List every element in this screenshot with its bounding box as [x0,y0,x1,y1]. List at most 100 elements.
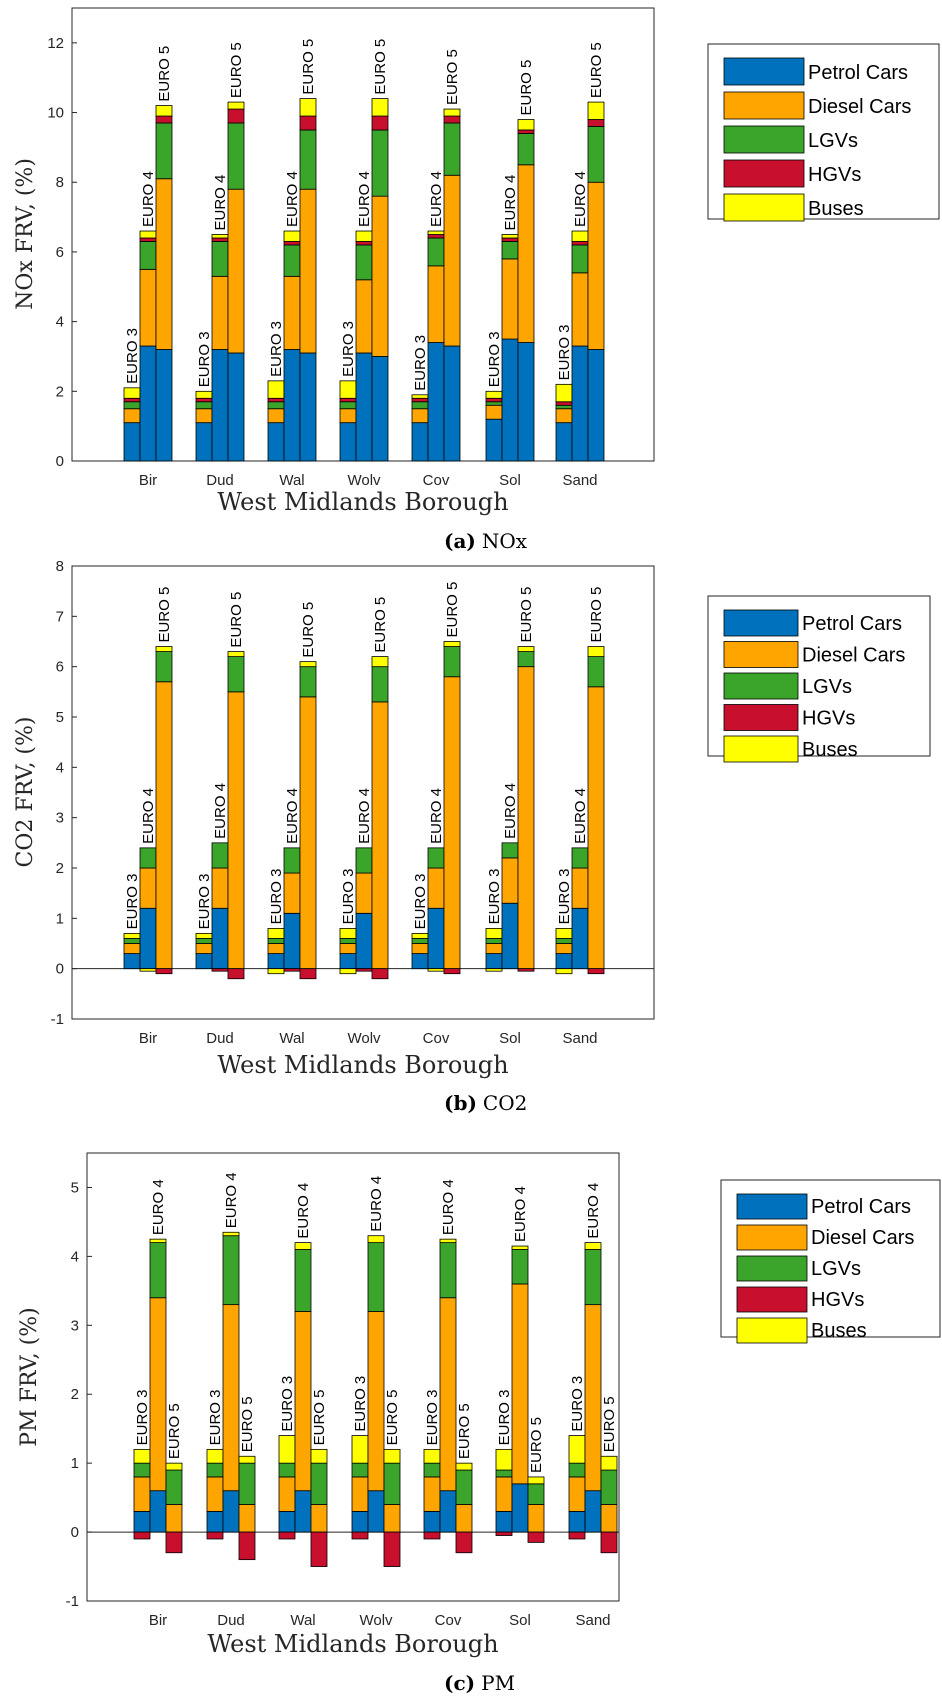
euro-label: EURO 4 [502,783,519,839]
legend-label: HGVs [808,164,861,186]
legend-swatch-hgv [736,1286,808,1313]
legend-label: Petrol Cars [802,613,902,635]
euro-label: EURO 3 [124,874,141,930]
x-tick-label: Bir [149,1612,167,1629]
bar-segment-petrol [367,1490,385,1533]
euro-label: EURO 4 [140,171,157,227]
bar-segment-bus [371,656,389,668]
bar-segment-lgv [501,842,519,859]
bar-segment-diesel [411,408,429,424]
legend-swatch-diesel [723,641,799,668]
bar-segment-bus [443,641,461,647]
euro-label: EURO 3 [124,328,141,384]
bar-segment-bus [587,101,605,120]
bar-group-cov: EURO 3 EURO 4 EURO 5 [411,582,461,975]
bar-segment-lgv [238,1462,256,1505]
y-tick-label: 3 [56,810,64,827]
euro-label: EURO 4 [356,788,373,844]
bar-segment-petrol [211,907,229,970]
bar-segment-hgv [195,397,213,403]
y-tick-label: 6 [56,659,64,676]
bar-segment-diesel [211,867,229,909]
bar-segment-diesel [294,1311,312,1492]
x-tick-label: Sand [562,1030,597,1047]
bar-segment-lgv [294,1249,312,1312]
bar-segment-hgv [527,1531,545,1543]
euro-label: EURO 3 [569,1376,586,1432]
bar-group-wal: EURO 3 EURO 4 EURO 5 [267,39,317,462]
bar-segment-diesel [283,872,301,914]
bar-segment-petrol [511,1483,529,1533]
bar-segment-lgv [527,1483,545,1505]
euro-label: EURO 4 [572,788,589,844]
bar-group-cov: EURO 3 EURO 4 EURO 5 [411,49,461,462]
legend: Petrol Cars Diesel Cars LGVs HGVs Buses [720,1179,941,1344]
legend-swatch-lgv [736,1255,808,1282]
legend-swatch-bus [723,193,805,222]
bar-segment-lgv [195,401,213,410]
y-tick-label: 10 [47,105,64,122]
bar-segment-bus [517,646,535,652]
bar-segment-hgv [155,968,173,975]
euro-label: EURO 3 [340,869,357,925]
y-tick-label: 8 [56,558,64,575]
x-tick-label: Wolv [347,472,381,489]
bar-segment-bus [339,380,357,399]
bar-segment-petrol [439,1490,457,1533]
bar-segment-bus [600,1455,618,1471]
bar-segment-hgv [371,115,389,131]
caption-letter: (c) [444,1671,475,1695]
y-tick-label: 0 [56,453,64,470]
bar-segment-hgv [517,129,535,134]
bar-group-sand: EURO 3 EURO 4 EURO 5 [555,587,605,975]
bar-segment-bus [485,928,503,939]
bar-segment-hgv [351,1531,369,1540]
euro-label: EURO 3 [486,331,503,387]
bar-segment-bus [584,1242,602,1250]
bar-segment-bus [485,390,503,399]
bar-segment-diesel [427,265,445,343]
legend-label: LGVs [802,676,852,698]
bar-segment-bus [139,230,157,239]
bar-segment-petrol [443,345,461,462]
bar-group-wolv: EURO 3 EURO 4 EURO 5 [339,597,389,980]
bar-segment-lgv [383,1462,401,1505]
bar-segment-hgv [206,1531,224,1540]
bar-segment-bus [283,230,301,242]
bar-segment-lgv [423,1462,441,1478]
bar-segment-diesel [339,408,357,424]
euro-label: EURO 4 [502,175,519,231]
bar-segment-lgv [267,938,285,944]
euro-label: EURO 3 [279,1376,296,1432]
bar-segment-diesel [571,272,589,347]
bar-group-sol: EURO 3 EURO 4 EURO 5 [485,60,535,462]
bar-segment-hgv [267,397,285,403]
euro-label: EURO 4 [512,1186,529,1242]
bar-segment-diesel [351,1476,369,1512]
y-tick-label: 8 [56,174,64,191]
panel-caption: (c) PM [444,1671,515,1695]
bar-segment-lgv [139,847,157,869]
bar-segment-lgv [367,1242,385,1312]
bar-group-wolv: EURO 3 EURO 4 EURO 5 [351,1176,401,1567]
bar-segment-bus [495,1448,513,1471]
bar-segment-petrol [139,907,157,970]
bar-segment-petrol [495,1511,513,1533]
y-axis-label: NOx FRV, (%) [13,158,38,310]
legend-swatch-diesel [723,91,805,120]
bar-segment-lgv [587,656,605,688]
euro-label: EURO 5 [156,587,173,643]
bar-segment-diesel [267,408,285,424]
legend-swatch-bus [723,735,799,763]
bar-segment-lgv [155,122,173,180]
bar-segment-petrol [267,953,285,970]
bar-segment-lgv [443,646,461,678]
bar-segment-diesel [299,696,317,970]
euro-label: EURO 4 [223,1172,240,1228]
bar-segment-lgv [283,244,301,277]
bar-segment-hgv [238,1531,256,1561]
bar-segment-bus [155,105,173,117]
bar-segment-bus [267,380,285,399]
euro-label: EURO 3 [486,869,503,925]
